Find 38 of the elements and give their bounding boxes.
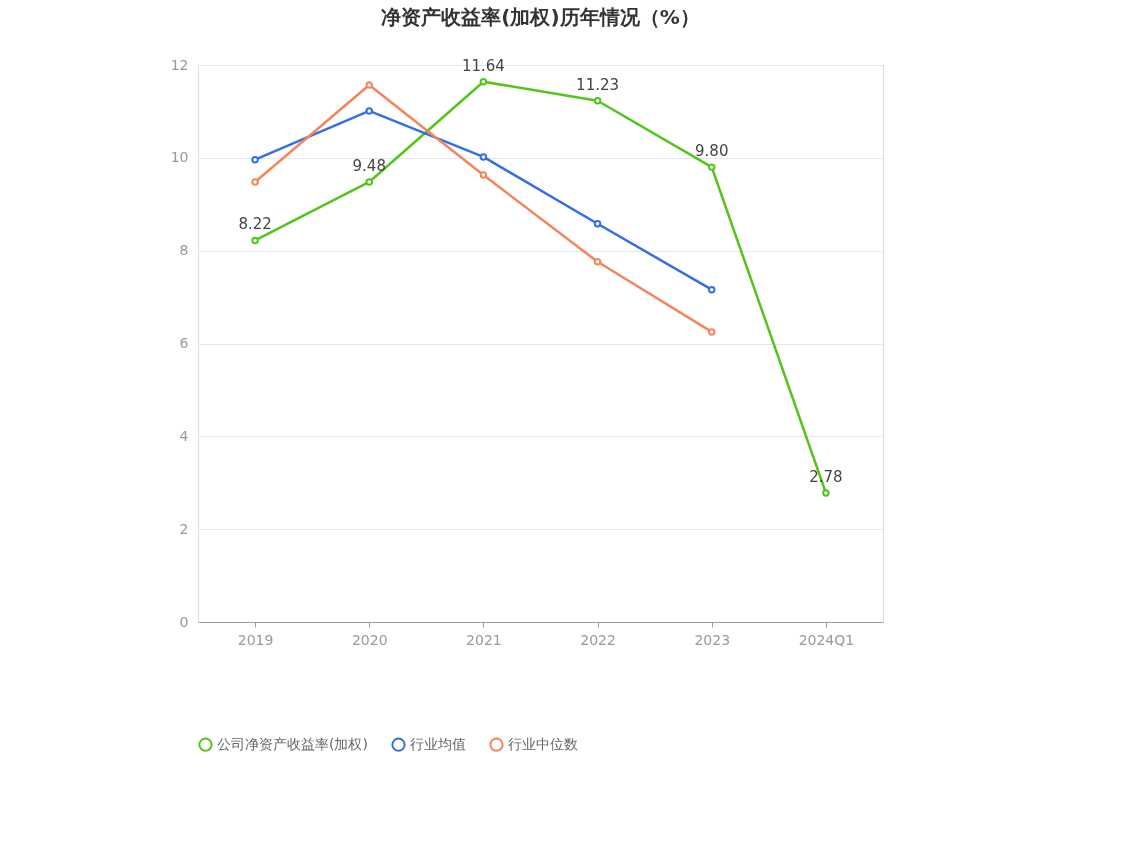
y-tick-label: 2 (179, 520, 189, 537)
legend-label: 行业均值 (410, 735, 466, 752)
x-tick-label: 2020 (351, 631, 388, 648)
y-tick-label: 8 (179, 242, 189, 259)
x-tick-label: 2022 (580, 631, 616, 648)
legend-label: 公司净资产收益率(加权) (217, 735, 368, 752)
point (822, 489, 830, 497)
point (479, 77, 488, 86)
y-tick-label: 4 (179, 427, 189, 444)
point (251, 155, 259, 164)
x-tick-label: 2019 (237, 631, 274, 648)
data-label: 8.22 (238, 215, 272, 234)
y-tick-label: 6 (179, 335, 189, 351)
point (365, 81, 373, 89)
x-tick-label: 2021 (466, 631, 502, 648)
x-tick-label: 2024Q1 (798, 631, 855, 648)
data-label: 9.48 (352, 156, 386, 175)
chart-title: 净资产收益率(加权)历年情况（%） (381, 5, 700, 29)
y-tick-label: 10 (170, 149, 189, 166)
point (593, 97, 602, 105)
legend-label: 行业中位数 (508, 735, 578, 752)
data-label: 9.80 (695, 142, 729, 161)
point (479, 171, 488, 179)
y-tick-label: 12 (170, 56, 189, 73)
x-tick-label: 2023 (694, 631, 731, 648)
point (593, 258, 602, 266)
point (708, 285, 716, 294)
point (479, 153, 488, 161)
point (708, 163, 716, 171)
point (593, 220, 602, 228)
point (251, 178, 259, 186)
point (251, 236, 259, 245)
point (365, 178, 373, 186)
data-label: 11.64 (461, 56, 505, 75)
point (365, 107, 373, 115)
y-tick-label: 0 (179, 613, 189, 630)
data-label: 11.23 (576, 75, 620, 94)
point (708, 328, 716, 336)
